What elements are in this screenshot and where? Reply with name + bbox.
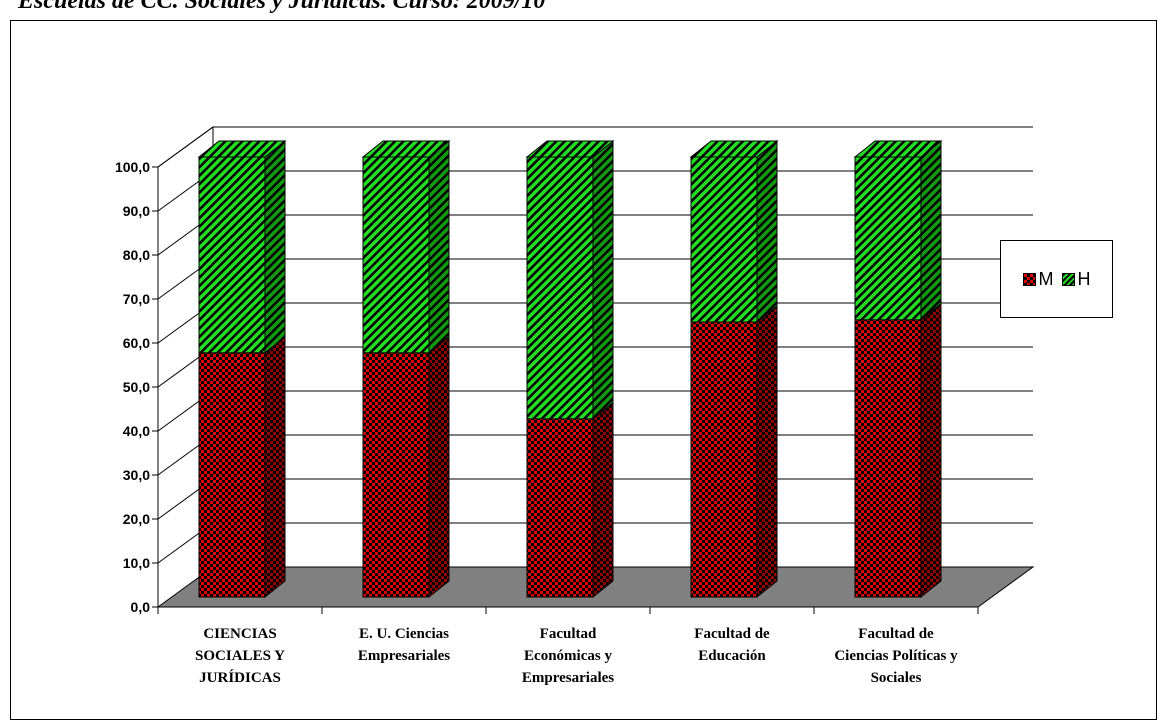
legend-label-m: M — [1038, 268, 1054, 289]
bar-m-1 — [198, 352, 266, 598]
y-tick-label: 20,0 — [123, 511, 150, 527]
bar-h-2 — [362, 156, 430, 354]
y-tick-label: 40,0 — [123, 423, 150, 439]
x-tick-label: CIENCIAS SOCIALES Y JURÍDICAS — [195, 626, 285, 686]
bar-m-2 — [362, 352, 430, 598]
bar-h-2-side — [428, 139, 450, 354]
bar-h-5-top — [853, 140, 943, 158]
chart-bars — [197, 139, 943, 599]
x-tick-label: Facultad de Educación — [694, 626, 770, 664]
legend-swatch-m — [1022, 272, 1036, 286]
y-tick-label: 90,0 — [123, 203, 150, 219]
bar-h-5 — [854, 156, 922, 321]
legend-swatch-h — [1061, 272, 1075, 286]
page-title: Escuelas de CC. Sociales y Jurídicas. Cu… — [18, 0, 546, 14]
bar-m-3-side — [592, 401, 614, 599]
bar-h-1 — [198, 156, 266, 354]
bar-h-1-top — [197, 140, 287, 158]
legend-label-h: H — [1077, 268, 1091, 289]
bar-m-5-side — [920, 302, 942, 599]
y-tick-label: 30,0 — [123, 467, 150, 483]
bar-h-3-side — [592, 139, 614, 420]
x-tick-label: Facultad Económicas y Empresariales — [522, 626, 614, 686]
y-tick-label: 60,0 — [123, 335, 150, 351]
y-tick-label: 100,0 — [115, 159, 150, 175]
bar-m-4-side — [756, 304, 778, 599]
legend-item-h: H — [1061, 268, 1091, 290]
y-tick-label: 80,0 — [123, 247, 150, 263]
x-axis-ticks: CIENCIAS SOCIALES Y JURÍDICAS E. U. Ciencia… — [157, 606, 979, 686]
bar-h-4-side — [756, 139, 778, 324]
bar-h-1-side — [264, 139, 286, 354]
bar-h-3-top — [525, 140, 615, 158]
x-tick-label: E. U. Ciencias Empresariales — [358, 626, 450, 664]
y-tick-label: 50,0 — [123, 379, 150, 395]
y-axis-ticks: 0,0 10,0 20,0 30,0 40,0 50,0 60,0 70,0 80,0 90,0 1… — [115, 159, 158, 615]
bar-m-3 — [526, 418, 594, 598]
bar-h-5-side — [920, 139, 942, 321]
bar-m-5 — [854, 319, 922, 598]
y-axis-top-edge — [157, 126, 214, 168]
legend-item-m: M — [1022, 268, 1054, 290]
bar-h-3 — [526, 156, 594, 420]
bar-m-1-side — [264, 335, 286, 599]
y-tick-label: 10,0 — [123, 555, 150, 571]
y-tick-label: 0,0 — [131, 599, 151, 615]
bar-h-4 — [690, 156, 758, 323]
legend: M H — [1000, 240, 1113, 318]
bar-m-2-side — [428, 335, 450, 599]
bar-h-4-top — [689, 140, 779, 158]
bar-h-2-top — [361, 140, 451, 158]
y-tick-label: 70,0 — [123, 291, 150, 307]
bar-m-4 — [690, 321, 758, 598]
x-tick-label: Facultad de Ciencias Políticas y Sociales — [834, 626, 958, 686]
